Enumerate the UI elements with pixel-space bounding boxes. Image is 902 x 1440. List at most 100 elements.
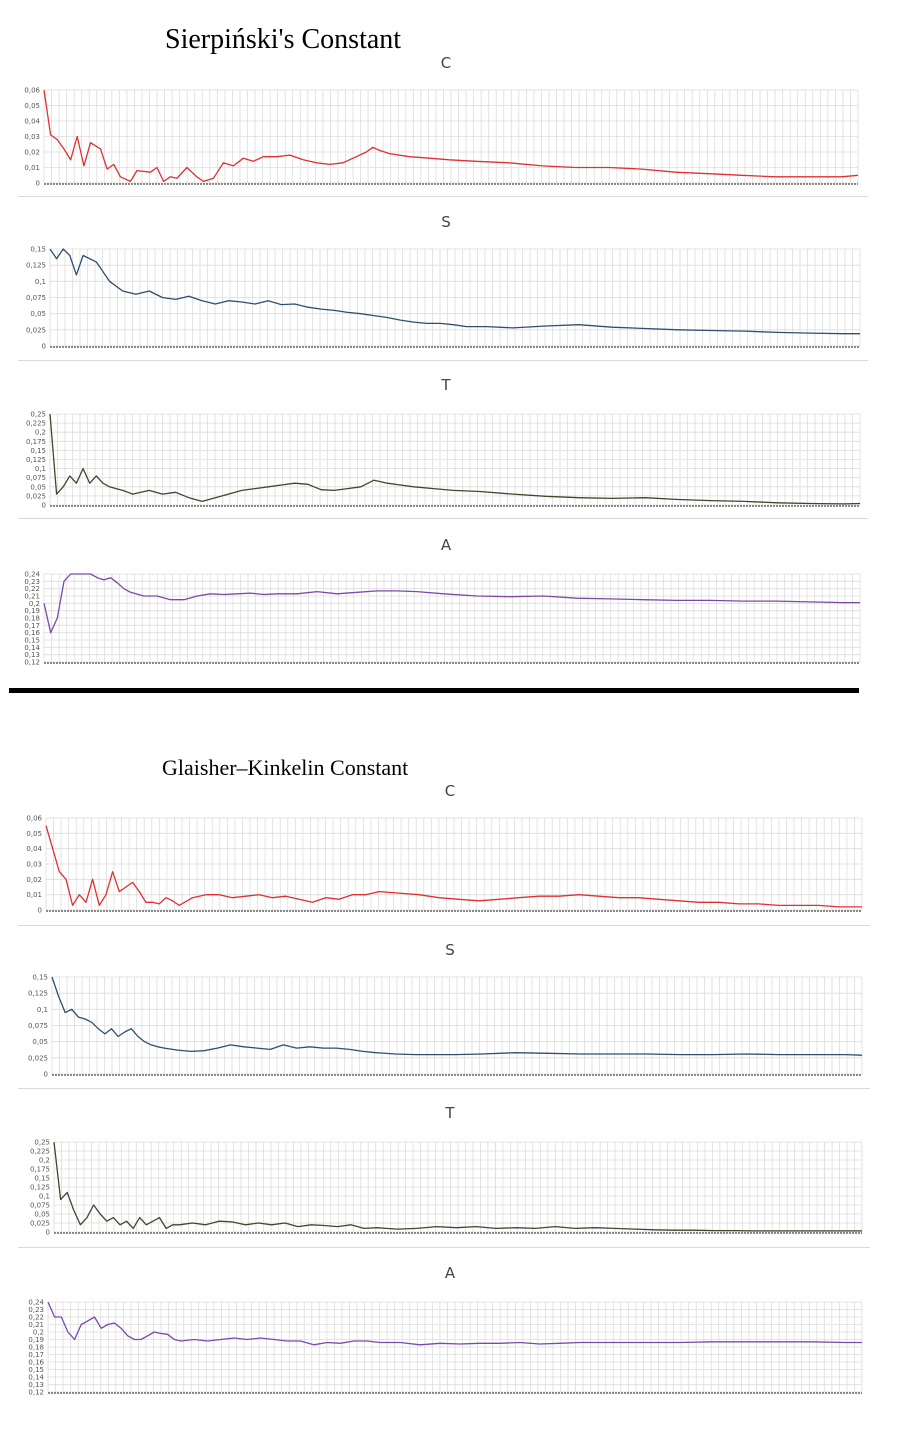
series-line xyxy=(49,248,860,335)
panel-title-1-3: A xyxy=(444,1264,456,1282)
section-divider xyxy=(9,688,859,693)
y-tick-label: 0,075 xyxy=(26,474,46,482)
y-tick-label: 0,05 xyxy=(26,830,42,838)
series-line xyxy=(49,413,861,505)
panel-separator-0-1 xyxy=(18,360,868,361)
y-tick-label: 0,12 xyxy=(28,1389,44,1397)
y-tick-label: 0,15 xyxy=(34,1175,50,1183)
y-tick-label: 0,25 xyxy=(34,1139,50,1147)
y-tick-label: 0,15 xyxy=(32,974,48,982)
section-title-glaisher-kinkelin: Glaisher–Kinkelin Constant xyxy=(162,755,409,780)
y-tick-label: 0,16 xyxy=(28,1359,44,1367)
y-tick-label: 0,03 xyxy=(26,861,42,869)
y-tick-label: 0,2 xyxy=(29,600,40,608)
y-tick-label: 0,15 xyxy=(28,1366,44,1374)
y-tick-label: 0,15 xyxy=(24,637,40,645)
y-tick-label: 0,125 xyxy=(26,262,46,270)
y-tick-label: 0,22 xyxy=(24,585,40,593)
y-tick-label: 0 xyxy=(38,907,42,915)
panel-title-0-2: T xyxy=(441,376,451,394)
y-tick-label: 0,21 xyxy=(28,1321,44,1329)
y-tick-label: 0 xyxy=(46,1229,50,1237)
y-tick-label: 0,225 xyxy=(26,420,46,428)
y-tick-label: 0,04 xyxy=(24,118,40,126)
y-tick-label: 0,2 xyxy=(33,1329,44,1337)
y-tick-label: 0,1 xyxy=(39,1193,50,1201)
y-tick-label: 0,25 xyxy=(30,411,46,419)
y-tick-label: 0,24 xyxy=(24,571,40,579)
panel-separator-1-0 xyxy=(18,925,870,926)
y-tick-label: 0,02 xyxy=(24,149,40,157)
y-tick-label: 0,18 xyxy=(24,615,40,623)
y-tick-label: 0,02 xyxy=(26,876,42,884)
y-tick-label: 0,175 xyxy=(30,1166,50,1174)
panel-separator-0-2 xyxy=(18,518,868,519)
y-tick-label: 0,125 xyxy=(26,456,46,464)
series-line xyxy=(43,573,860,634)
panel-separator-1-1 xyxy=(18,1088,870,1089)
y-tick-label: 0,05 xyxy=(34,1211,50,1219)
y-tick-label: 0,14 xyxy=(28,1374,44,1382)
y-tick-label: 0,12 xyxy=(24,659,40,667)
y-tick-label: 0,13 xyxy=(24,651,40,659)
panel-title-0-3: A xyxy=(440,536,452,554)
y-tick-label: 0,23 xyxy=(28,1306,44,1314)
y-tick-label: 0,03 xyxy=(24,133,40,141)
series-line xyxy=(45,825,862,908)
y-tick-label: 0,22 xyxy=(28,1314,44,1322)
y-tick-label: 0,025 xyxy=(30,1220,50,1228)
y-tick-label: 0,01 xyxy=(24,164,40,172)
y-tick-label: 0,04 xyxy=(26,845,42,853)
y-tick-label: 0,18 xyxy=(28,1344,44,1352)
y-tick-label: 0,1 xyxy=(35,278,46,286)
section-title-sierpinski: Sierpiński's Constant xyxy=(165,24,402,55)
y-tick-label: 0,15 xyxy=(30,246,46,254)
y-tick-label: 0,025 xyxy=(28,1054,48,1062)
y-tick-label: 0,125 xyxy=(30,1184,50,1192)
y-tick-label: 0,17 xyxy=(24,622,40,630)
y-tick-label: 0,175 xyxy=(26,438,46,446)
y-tick-label: 0,05 xyxy=(24,102,40,110)
y-tick-label: 0,13 xyxy=(28,1381,44,1389)
y-tick-label: 0,2 xyxy=(39,1157,50,1165)
y-tick-label: 0,025 xyxy=(26,326,46,334)
panel-title-0-0: C xyxy=(440,54,452,72)
y-tick-label: 0,05 xyxy=(32,1038,48,1046)
y-tick-label: 0 xyxy=(42,343,46,351)
y-tick-label: 0,06 xyxy=(24,87,40,95)
y-tick-label: 0,06 xyxy=(26,815,42,823)
series-line xyxy=(47,1301,862,1346)
y-tick-label: 0,075 xyxy=(30,1202,50,1210)
y-tick-label: 0,01 xyxy=(26,891,42,899)
y-tick-label: 0 xyxy=(36,180,40,188)
panel-separator-1-2 xyxy=(18,1247,870,1248)
panel-title-0-1: S xyxy=(441,213,451,231)
y-tick-label: 0,1 xyxy=(35,465,46,473)
y-tick-label: 0,025 xyxy=(26,492,46,500)
panel-separator-0-0 xyxy=(18,196,868,197)
y-tick-label: 0,225 xyxy=(30,1148,50,1156)
y-tick-label: 0,05 xyxy=(30,310,46,318)
y-tick-label: 0 xyxy=(42,502,46,510)
panel-title-1-2: T xyxy=(445,1104,455,1122)
y-tick-label: 0,14 xyxy=(24,644,40,652)
y-tick-label: 0,19 xyxy=(28,1336,44,1344)
y-tick-label: 0,24 xyxy=(28,1299,44,1307)
y-tick-label: 0,17 xyxy=(28,1351,44,1359)
y-tick-label: 0,1 xyxy=(37,1006,48,1014)
y-tick-label: 0,05 xyxy=(30,483,46,491)
y-tick-label: 0 xyxy=(44,1071,48,1079)
series-line xyxy=(43,89,859,183)
y-tick-label: 0,075 xyxy=(28,1022,48,1030)
y-tick-label: 0,23 xyxy=(24,578,40,586)
series-line xyxy=(53,1141,862,1232)
y-tick-label: 0,15 xyxy=(30,447,46,455)
y-tick-label: 0,19 xyxy=(24,607,40,615)
